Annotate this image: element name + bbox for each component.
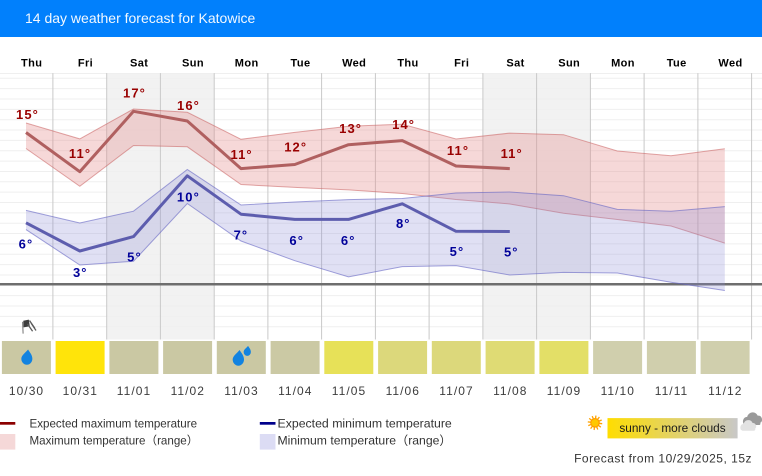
svg-text:Expected minimum temperature: Expected minimum temperature <box>278 417 452 431</box>
svg-text:11°: 11° <box>447 143 469 158</box>
svg-text:sunny - more clouds: sunny - more clouds <box>619 421 725 435</box>
svg-text:11/12: 11/12 <box>708 384 742 398</box>
svg-text:11/10: 11/10 <box>601 384 635 398</box>
svg-text:Wed: Wed <box>342 58 366 70</box>
svg-text:16°: 16° <box>177 98 200 113</box>
svg-text:Mon: Mon <box>611 58 635 70</box>
svg-text:Sat: Sat <box>130 58 148 70</box>
svg-text:3°: 3° <box>73 265 88 280</box>
svg-text:6°: 6° <box>289 233 304 248</box>
svg-text:8°: 8° <box>396 216 411 231</box>
svg-text:6°: 6° <box>19 237 34 252</box>
svg-text:Expected maximum temperature: Expected maximum temperature <box>30 418 198 431</box>
svg-text:Maximum temperature（range）: Maximum temperature（range） <box>30 434 199 448</box>
svg-text:11°: 11° <box>69 146 91 161</box>
svg-text:Fri: Fri <box>78 58 93 70</box>
svg-text:17°: 17° <box>123 86 146 101</box>
svg-text:Mon: Mon <box>235 58 259 70</box>
svg-text:10/30: 10/30 <box>9 384 44 398</box>
svg-text:11/06: 11/06 <box>386 384 420 398</box>
svg-text:11/11: 11/11 <box>655 384 689 398</box>
svg-text:Thu: Thu <box>21 58 42 70</box>
svg-text:Tue: Tue <box>667 58 687 70</box>
svg-text:11/04: 11/04 <box>278 384 312 398</box>
svg-text:12°: 12° <box>284 140 307 155</box>
svg-text:Tue: Tue <box>291 58 311 70</box>
svg-text:6°: 6° <box>341 233 356 248</box>
svg-text:11°: 11° <box>501 146 523 161</box>
svg-text:5°: 5° <box>127 250 142 265</box>
svg-text:15°: 15° <box>16 107 39 122</box>
svg-text:11/08: 11/08 <box>493 384 527 398</box>
svg-text:10/31: 10/31 <box>63 384 98 398</box>
svg-text:5°: 5° <box>504 245 519 260</box>
svg-text:11/05: 11/05 <box>332 384 366 398</box>
svg-text:11/07: 11/07 <box>439 384 473 398</box>
svg-text:Sat: Sat <box>506 58 524 70</box>
svg-text:13°: 13° <box>339 121 362 136</box>
svg-text:11/01: 11/01 <box>117 384 151 398</box>
svg-text:11°: 11° <box>230 147 252 162</box>
svg-text:Thu: Thu <box>397 58 418 70</box>
svg-text:Wed: Wed <box>718 58 742 70</box>
svg-text:14°: 14° <box>392 117 415 132</box>
svg-text:5°: 5° <box>450 244 465 259</box>
svg-text:11/03: 11/03 <box>224 384 258 398</box>
svg-text:Minimum temperature（range）: Minimum temperature（range） <box>278 434 452 448</box>
svg-text:Sun: Sun <box>182 58 204 70</box>
svg-text:10°: 10° <box>177 190 200 205</box>
svg-text:7°: 7° <box>234 227 249 242</box>
svg-text:11/09: 11/09 <box>547 384 581 398</box>
svg-text:Forecast from 10/29/2025, 15z: Forecast from 10/29/2025, 15z <box>574 452 752 466</box>
svg-text:11/02: 11/02 <box>171 384 205 398</box>
svg-text:Fri: Fri <box>454 58 469 70</box>
svg-text:Sun: Sun <box>558 58 580 70</box>
